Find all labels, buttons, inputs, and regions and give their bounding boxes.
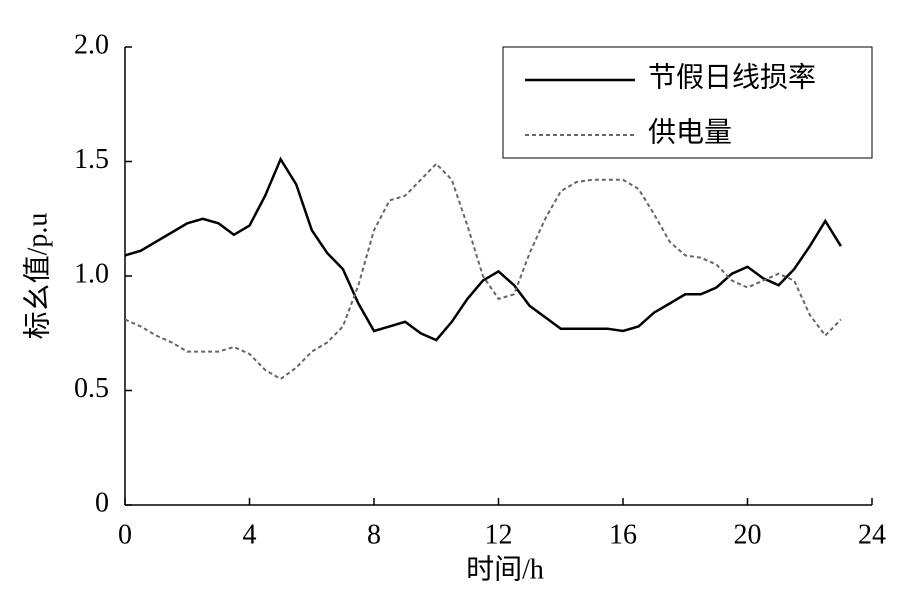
x-tick-label: 16 (609, 519, 637, 550)
legend-label: 节假日线损率 (648, 61, 816, 93)
x-tick-label: 0 (118, 519, 132, 550)
y-tick-label: 1.0 (74, 258, 109, 289)
y-axis-label: 标幺值/p.u (21, 213, 53, 340)
legend-box (502, 46, 873, 159)
x-tick-label: 8 (367, 519, 381, 550)
x-tick-label: 12 (485, 519, 513, 550)
x-tick-label: 24 (858, 519, 886, 550)
y-tick-label: 2.0 (74, 29, 109, 60)
line-series (124, 156, 842, 342)
y-tick-label: 0.5 (74, 373, 109, 404)
x-tick-label: 20 (734, 519, 762, 550)
y-tick-label: 0 (95, 487, 109, 518)
x-axis-label: 时间/h (466, 553, 544, 585)
y-tick-label: 1.5 (74, 144, 109, 175)
line-series (124, 162, 842, 381)
legend-label: 供电量 (648, 116, 732, 148)
x-tick-label: 4 (243, 519, 257, 550)
